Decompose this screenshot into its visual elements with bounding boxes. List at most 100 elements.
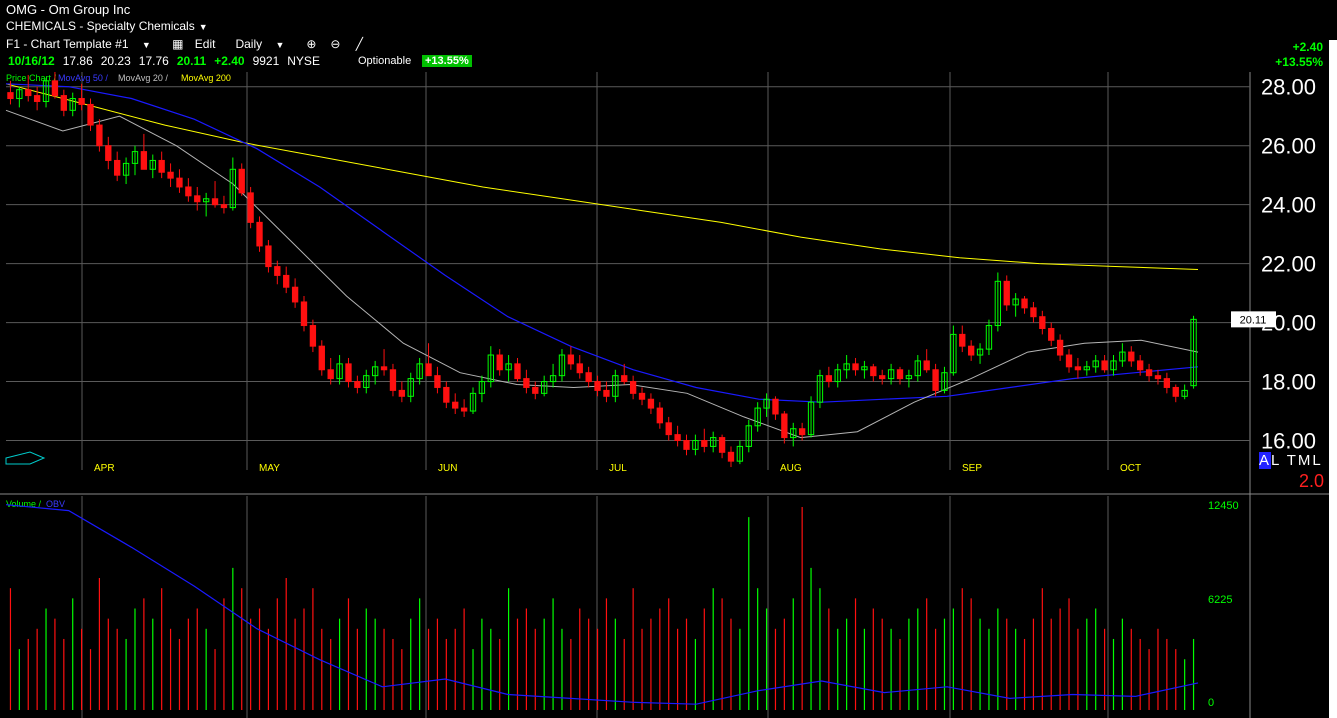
candle-body <box>1190 318 1197 387</box>
candle-body <box>389 369 397 391</box>
candle-body <box>887 369 895 380</box>
altml-indicator: AL TML <box>1259 452 1323 469</box>
candle-body <box>825 375 833 383</box>
quote-bar: 10/16/12 17.86 20.23 17.76 20.11 +2.40 9… <box>8 54 320 68</box>
volume-tick-label: 12450 <box>1208 500 1239 512</box>
optionable-label: Optionable <box>358 55 412 67</box>
candle-body <box>220 204 228 209</box>
candle-body <box>1110 360 1117 371</box>
candle-body <box>469 392 477 412</box>
candle-body <box>647 398 655 409</box>
candle-body <box>327 369 334 380</box>
candle-body <box>16 89 23 100</box>
quote-volume: 9921 <box>252 54 280 68</box>
candle-body <box>923 360 930 371</box>
volume-axis: 12450 6225 0 <box>1208 500 1239 709</box>
candle-body <box>256 221 263 247</box>
ma20-line <box>5 109 1199 439</box>
month-label: JUN <box>438 463 457 474</box>
last-price-label: 20.11 <box>1240 314 1267 326</box>
template-dropdown[interactable]: F1 - Chart Template #1 ▼ <box>6 37 151 51</box>
candle-body <box>1145 369 1153 377</box>
pointer-marker-icon[interactable] <box>5 451 46 465</box>
candle-body <box>452 401 459 409</box>
candle-body <box>460 407 468 412</box>
volume-tick-label: 0 <box>1208 697 1214 709</box>
zoom-in-icon[interactable]: ⊕ <box>306 37 317 51</box>
candle-body <box>745 425 752 447</box>
candle-body <box>78 98 85 105</box>
month-label: APR <box>94 463 115 474</box>
candle-body <box>274 266 281 276</box>
candle-body <box>603 389 610 397</box>
ma50-line <box>5 83 1199 403</box>
candle-body <box>1092 360 1099 368</box>
candle-body <box>105 145 112 161</box>
candle-body <box>736 445 744 462</box>
draw-line-icon[interactable]: ╱ <box>355 37 364 51</box>
vertical-scrollbar[interactable] <box>1329 40 1337 718</box>
zoom-out-icon[interactable]: ⊖ <box>330 37 341 51</box>
candle-body <box>816 375 824 403</box>
candle-body <box>710 437 717 447</box>
legend-item: Price Chart / <box>6 73 57 83</box>
edit-button[interactable]: ▦ Edit <box>172 37 216 51</box>
chevron-down-icon: ▼ <box>198 22 208 32</box>
candle-body <box>131 151 139 164</box>
volume-bars <box>9 507 1195 710</box>
candle-body <box>487 354 494 383</box>
candle-body <box>1101 360 1108 371</box>
candle-body <box>754 407 761 427</box>
sector-dropdown[interactable]: CHEMICALS - Specialty Chemicals ▼ <box>6 19 208 33</box>
month-label: OCT <box>1120 463 1141 474</box>
pct-change-badge: +13.55% <box>422 55 472 67</box>
candle-body <box>994 280 1002 327</box>
candle-body <box>834 369 841 383</box>
candle-body <box>1172 386 1179 397</box>
candle-body <box>167 171 174 179</box>
ratio-indicator: 2.0 <box>1299 471 1325 491</box>
chevron-down-icon: ▼ <box>275 40 285 50</box>
candle-body <box>309 325 317 347</box>
volume-tick-label: 6225 <box>1208 594 1232 606</box>
candle-body <box>1065 354 1073 368</box>
candle-body <box>621 375 628 383</box>
candle-body <box>443 386 450 403</box>
interval-dropdown[interactable]: Daily ▼ <box>235 37 285 51</box>
quote-open: 17.86 <box>62 54 93 68</box>
candle-body <box>683 440 690 450</box>
candle-body <box>594 381 601 391</box>
candle-body <box>807 401 815 436</box>
month-label: MAY <box>259 463 280 474</box>
candle-body <box>576 363 583 374</box>
candle-body <box>967 345 975 356</box>
candle-body <box>790 428 797 439</box>
candle-body <box>425 363 432 377</box>
candle-body <box>629 381 637 394</box>
right-change: +2.40 +13.55% <box>1275 40 1323 69</box>
candle-body <box>96 124 103 147</box>
candle-body <box>211 198 219 206</box>
grid-lines <box>0 72 1329 718</box>
candle-body <box>798 428 806 436</box>
candle-body <box>496 354 503 371</box>
candle-body <box>905 375 913 380</box>
candle-body <box>176 177 183 188</box>
ma20-path <box>5 109 1199 439</box>
candle-body <box>1083 366 1090 371</box>
chart-legend: Price Chart / MovAvg 50 / MovAvg 20 / MovAv… <box>6 73 231 509</box>
candle-body <box>567 354 575 365</box>
candle-body <box>896 369 904 380</box>
candle-body <box>985 325 993 350</box>
candle-body <box>283 274 290 288</box>
candle-body <box>318 345 325 371</box>
candle-body <box>914 360 921 377</box>
candle-body <box>229 168 237 209</box>
candle-body <box>781 413 788 439</box>
grid-icon: ▦ <box>172 37 184 51</box>
candle-body <box>523 378 530 388</box>
price-tick-label: 28.00 <box>1261 75 1316 100</box>
candle-body <box>1021 298 1028 309</box>
candle-body <box>1003 280 1010 306</box>
